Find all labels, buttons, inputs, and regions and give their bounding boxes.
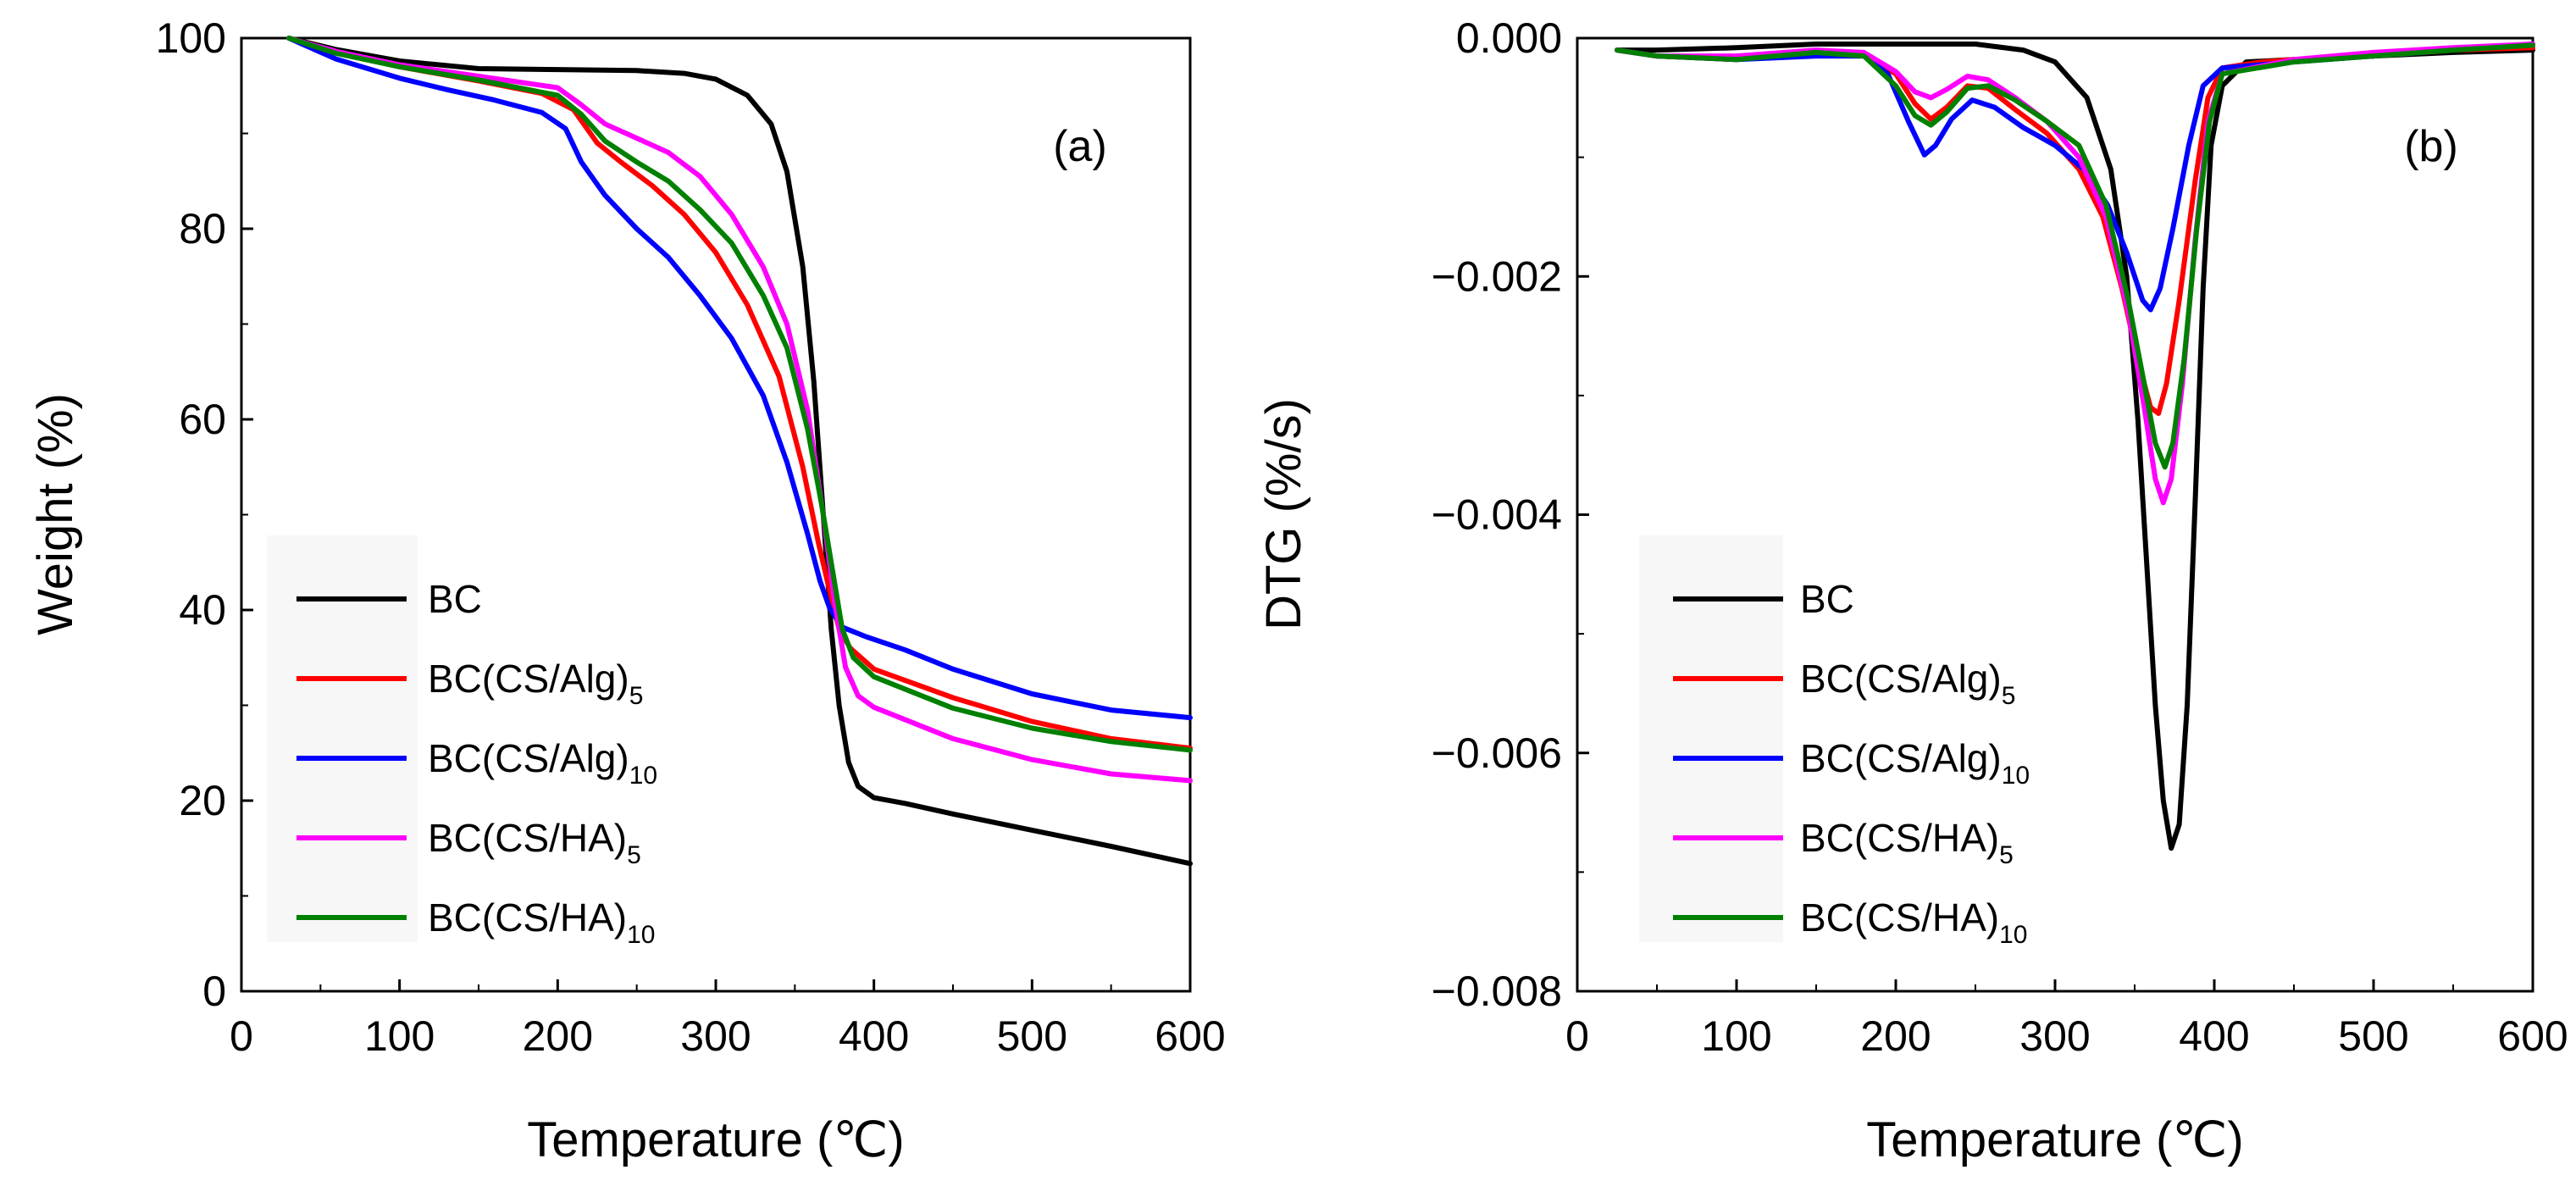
y-tick-label: 100 bbox=[156, 14, 226, 62]
x-tick-label: 600 bbox=[1155, 1012, 1225, 1060]
x-tick-label: 0 bbox=[1565, 1012, 1589, 1060]
panel-b-tag: (b) bbox=[2404, 122, 2458, 171]
series-line-bc-cs-ha-10 bbox=[1615, 42, 2535, 470]
x-tick-label: 300 bbox=[2019, 1012, 2090, 1060]
x-tick-label: 300 bbox=[680, 1012, 751, 1060]
y-tick-label: 60 bbox=[179, 396, 226, 443]
y-tick-label: 0 bbox=[202, 968, 226, 1015]
series-line-bc bbox=[286, 36, 1193, 867]
panel-b-x-ticks: 0 100 200 300 400 500 600 bbox=[1565, 979, 2568, 1060]
legend-label-bc-cs-ha-10: BC(CS/HA)10 bbox=[1800, 895, 2028, 949]
panel-b-series bbox=[1615, 42, 2535, 851]
x-tick-label: 500 bbox=[997, 1012, 1067, 1060]
x-tick-label: 200 bbox=[523, 1012, 593, 1060]
legend-label-bc-cs-ha-5: BC(CS/HA)5 bbox=[1800, 816, 2014, 869]
series-line-bc-cs-ha-10 bbox=[286, 36, 1193, 753]
panel-a-legend: BC BC(CS/Alg)5 BC(CS/Alg)10 BC(CS/HA)5 BC(CS… bbox=[267, 535, 657, 949]
legend-label-bc-cs-ha-5: BC(CS/HA)5 bbox=[428, 816, 641, 869]
panel-b-dtg-chart: 0.000 −0.002 −0.004 −0.006 −0.008 0 100 200 300… bbox=[1256, 14, 2568, 1167]
panel-a-legend-box bbox=[267, 535, 418, 942]
panel-b-x-axis-title: Temperature (℃) bbox=[1866, 1112, 2243, 1167]
panel-b-legend: BC BC(CS/Alg)5 BC(CS/Alg)10 BC(CS/HA)5 BC(CS… bbox=[1639, 535, 2030, 949]
x-tick-label: 100 bbox=[364, 1012, 435, 1060]
series-line-bc-cs-alg-10 bbox=[286, 36, 1193, 721]
panel-b-y-axis-title: DTG (%/s) bbox=[1256, 398, 1311, 630]
y-tick-label: 40 bbox=[179, 586, 226, 634]
panel-a-series bbox=[286, 36, 1193, 867]
y-tick-label: 0.000 bbox=[1456, 14, 1562, 62]
x-tick-label: 100 bbox=[1701, 1012, 1771, 1060]
y-tick-label: −0.006 bbox=[1432, 729, 1562, 777]
x-tick-label: 200 bbox=[1860, 1012, 1931, 1060]
x-tick-label: 400 bbox=[2179, 1012, 2249, 1060]
legend-label-bc: BC bbox=[1800, 577, 1854, 621]
x-tick-label: 0 bbox=[230, 1012, 253, 1060]
legend-label-bc: BC bbox=[428, 577, 482, 621]
y-tick-label: 80 bbox=[179, 205, 226, 252]
legend-label-bc-cs-alg-10: BC(CS/Alg)10 bbox=[1800, 736, 2030, 790]
panel-a-y-ticks: 0 20 40 60 80 100 bbox=[156, 14, 253, 1015]
legend-label-bc-cs-alg-10: BC(CS/Alg)10 bbox=[428, 736, 657, 790]
panel-b-y-ticks: 0.000 −0.002 −0.004 −0.006 −0.008 bbox=[1432, 14, 1589, 1015]
y-tick-label: −0.002 bbox=[1432, 252, 1562, 300]
x-tick-label: 400 bbox=[839, 1012, 909, 1060]
x-tick-label: 500 bbox=[2338, 1012, 2408, 1060]
y-tick-label: 20 bbox=[179, 777, 226, 824]
legend-label-bc-cs-ha-10: BC(CS/HA)10 bbox=[428, 895, 656, 949]
panel-a-y-axis-title: Weight (%) bbox=[28, 393, 83, 635]
x-tick-label: 600 bbox=[2497, 1012, 2568, 1060]
y-tick-label: −0.004 bbox=[1432, 491, 1562, 539]
series-line-bc-cs-alg-5 bbox=[1615, 45, 2535, 416]
series-line-bc-cs-ha-5 bbox=[286, 36, 1193, 784]
panel-a-tag: (a) bbox=[1053, 122, 1107, 171]
panel-a-weight-chart: 0 20 40 60 80 100 0 100 200 300 400 500 600 (a) Tem… bbox=[28, 14, 1226, 1167]
panel-b-legend-box bbox=[1639, 535, 1783, 942]
panel-a-x-axis-title: Temperature (℃) bbox=[527, 1112, 904, 1167]
panel-a-x-ticks: 0 100 200 300 400 500 600 bbox=[230, 979, 1226, 1060]
y-tick-label: −0.008 bbox=[1432, 968, 1562, 1015]
series-line-bc-cs-ha-5 bbox=[1615, 42, 2535, 506]
legend-label-bc-cs-alg-5: BC(CS/Alg)5 bbox=[1800, 657, 2015, 710]
legend-label-bc-cs-alg-5: BC(CS/Alg)5 bbox=[428, 657, 643, 710]
